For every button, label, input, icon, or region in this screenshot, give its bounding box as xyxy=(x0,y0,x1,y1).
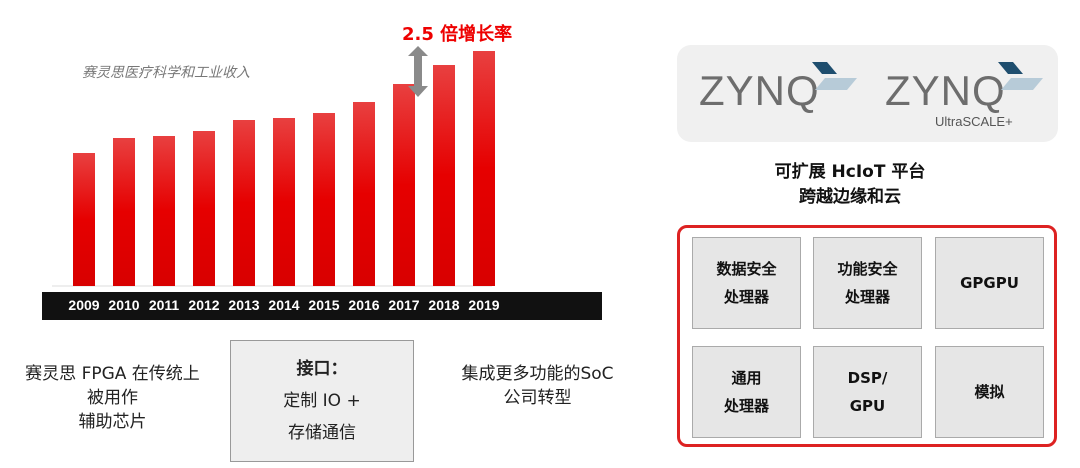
year-band xyxy=(42,292,602,320)
chart-title: 赛灵思医疗科学和工业收入 xyxy=(82,65,250,81)
block-0: 数据安全 处理器 xyxy=(692,237,801,329)
interface-title: 接口： xyxy=(296,359,348,379)
block-2: GPGPU xyxy=(935,237,1044,329)
soc-line2: 公司转型 xyxy=(503,388,572,408)
block-line1: 数据安全 xyxy=(716,260,777,278)
soc-text: 集成更多功能的SoC 公司转型 xyxy=(430,362,645,410)
interface-line1: 定制 IO + xyxy=(283,391,361,411)
block-1: 功能安全 处理器 xyxy=(813,237,922,329)
x-tick-label: 2009 xyxy=(68,297,100,313)
block-line2: 处理器 xyxy=(844,288,890,306)
bar-2017 xyxy=(393,84,415,286)
bar-2013 xyxy=(233,120,255,286)
block-label: GPGPU xyxy=(960,269,1019,297)
block-label: 模拟 xyxy=(974,378,1004,406)
zynq-logos: ZYNQ ZYNQ UltraSCALE+ xyxy=(677,45,1058,142)
double-arrow-icon xyxy=(408,46,428,97)
soc-line1: 集成更多功能的SoC xyxy=(461,364,614,384)
platform-heading: 可扩展 HcIoT 平台 跨越边缘和云 xyxy=(730,160,970,210)
bar-2011 xyxy=(153,136,175,286)
bar-2014 xyxy=(273,118,295,286)
zynq-chevron-icon xyxy=(812,62,857,90)
bar-2016 xyxy=(353,102,375,286)
ultrascale-label: UltraSCALE+ xyxy=(935,114,1013,129)
block-line1: GPGPU xyxy=(960,274,1019,292)
x-tick-label: 2010 xyxy=(108,297,140,313)
block-line1: DSP/ xyxy=(847,369,888,387)
growth-annotation: 2.5 倍增长率 xyxy=(402,24,513,45)
bar-2019 xyxy=(473,51,495,286)
bar-2015 xyxy=(313,113,335,286)
x-tick-label: 2017 xyxy=(388,297,420,313)
bar-2009 xyxy=(73,153,95,286)
x-tick-label: 2014 xyxy=(268,297,300,313)
block-5: 模拟 xyxy=(935,346,1044,438)
x-tick-label: 2015 xyxy=(308,297,340,313)
zynq-logo: ZYNQ xyxy=(699,67,820,114)
block-label: 功能安全 处理器 xyxy=(837,255,897,311)
legacy-line1: 赛灵思 FPGA 在传统上 xyxy=(25,364,200,384)
block-line1: 通用 xyxy=(731,369,762,387)
block-label: 通用 处理器 xyxy=(724,364,769,420)
block-line2: 处理器 xyxy=(723,397,769,415)
platform-line2: 跨越边缘和云 xyxy=(799,187,901,207)
x-tick-label: 2016 xyxy=(348,297,380,313)
block-label: DSP/GPU xyxy=(848,364,888,420)
block-line1: 功能安全 xyxy=(837,260,898,278)
platform-line1: 可扩展 HcIoT 平台 xyxy=(774,162,926,182)
block-3: 通用 处理器 xyxy=(692,346,801,438)
zynq-chevron-icon xyxy=(998,62,1043,90)
hciot-blocks: 数据安全 处理器 功能安全 处理器 GPGPU 通用 处理器 DSP/GPU 模拟 xyxy=(677,225,1057,447)
legacy-line2: 被用作 xyxy=(87,388,138,408)
revenue-chart: 赛灵思医疗科学和工业收入 2.5 倍增长率 2009 2010 2011 2012 20… xyxy=(0,0,620,330)
x-tick-label: 2011 xyxy=(148,297,180,313)
bar-2012 xyxy=(193,131,215,286)
x-tick-label: 2018 xyxy=(428,297,460,313)
interface-box: 接口： 定制 IO + 存储通信 xyxy=(230,340,414,462)
block-line1: 模拟 xyxy=(974,383,1005,401)
legacy-text: 赛灵思 FPGA 在传统上 被用作 辅助芯片 xyxy=(5,362,220,434)
x-tick-label: 2012 xyxy=(188,297,220,313)
zynq-ultrascale-logo: ZYNQ xyxy=(885,67,1006,114)
block-label: 数据安全 处理器 xyxy=(716,255,776,311)
block-4: DSP/GPU xyxy=(813,346,922,438)
legacy-line3: 辅助芯片 xyxy=(78,412,147,432)
bar-2018 xyxy=(433,65,455,286)
x-tick-label: 2019 xyxy=(468,297,500,313)
block-line2: 处理器 xyxy=(723,288,769,306)
x-tick-label: 2013 xyxy=(228,297,260,313)
bar-2010 xyxy=(113,138,135,286)
interface-line2: 存储通信 xyxy=(288,423,356,443)
bars-svg xyxy=(52,46,495,287)
block-line2: GPU xyxy=(849,397,886,415)
